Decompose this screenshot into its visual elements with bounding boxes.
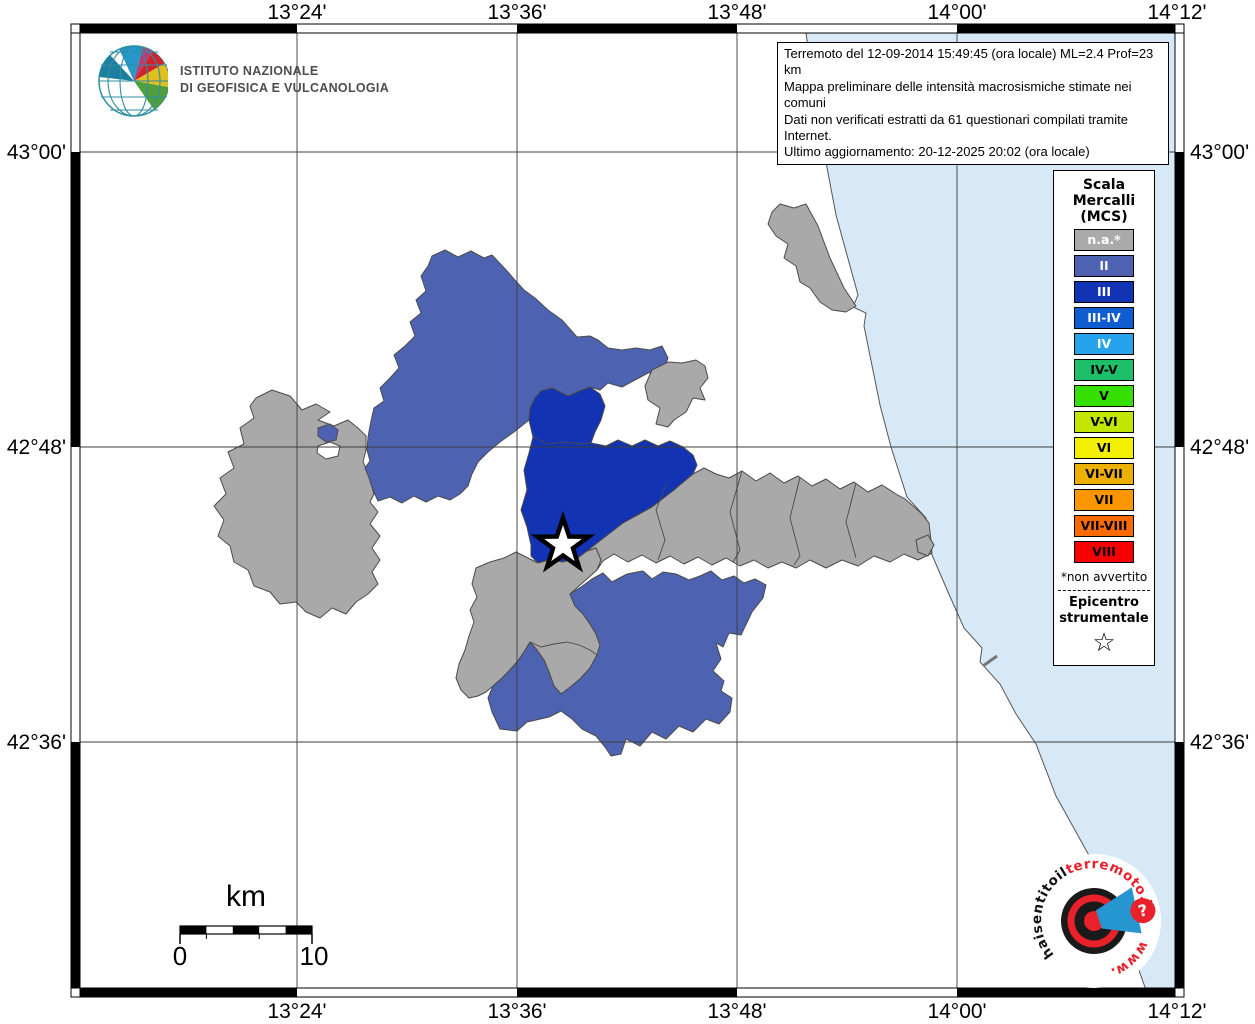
info-line-event: Terremoto del 12-09-2014 15:49:45 (ora l… (784, 46, 1154, 78)
legend-chip-iv: IV (1074, 333, 1134, 355)
scale-unit-label: km (226, 880, 266, 913)
info-line-map-type: Mappa preliminare delle intensità macros… (784, 78, 1132, 111)
lon-label-top-1: 13°24' (267, 1, 327, 24)
legend-chip-vii-viii-label: VII-VIII (1080, 518, 1128, 533)
scale-bar (179, 925, 313, 944)
lon-label-bottom-1: 13°24' (267, 1000, 327, 1023)
legend-chip-v-vi: V-VI (1074, 411, 1134, 433)
legend-chip-iii-label: III (1097, 284, 1111, 299)
lat-label-right-1: 43°00' (1190, 141, 1250, 164)
lon-label-bottom-5: 14°12' (1147, 1000, 1207, 1023)
legend-title-line1: Scala (1082, 177, 1126, 193)
lon-label-top-2: 13°36' (487, 1, 547, 24)
lat-label-right-3: 42°36' (1190, 731, 1250, 754)
ingv-name-line1: ISTITUTO NAZIONALE (180, 64, 319, 78)
legend-epicenter-star-icon: ☆ (1092, 628, 1116, 658)
municipality-ii-north (364, 249, 669, 504)
legend-epicenter-label: Epicentro strumentale (1054, 595, 1154, 627)
legend-chip-vii: VII (1074, 489, 1134, 511)
legend-chip-iv-v-label: IV-V (1090, 362, 1118, 377)
lat-label-left-2: 42°48' (6, 436, 66, 459)
coastal-pier (982, 654, 998, 668)
lat-label-right-2: 42°48' (1190, 436, 1250, 459)
logo-question-mark: ? (1136, 900, 1149, 921)
ingv-globe-icon (98, 45, 168, 117)
municipality-border-east-3 (789, 476, 801, 566)
legend-chip-vi-vii: VI-VII (1074, 463, 1134, 485)
lat-label-left-3: 42°36' (6, 731, 66, 754)
municipality-ii-fragment (317, 423, 339, 443)
municipality-border-east-1 (655, 481, 668, 561)
municipality-border-east-2 (729, 470, 743, 563)
legend-panel: Scala Mercalli (MCS) n.a.* II III III-IV… (1053, 170, 1155, 666)
legend-chip-iii-iv-label: III-IV (1087, 310, 1121, 325)
legend-divider (1058, 590, 1150, 591)
ingv-name: ISTITUTO NAZIONALE DI GEOFISICA E VULCAN… (180, 63, 389, 97)
municipality-white-enclave (316, 441, 341, 460)
graticule (80, 33, 1175, 988)
epicenter-star (530, 510, 596, 573)
legend-chip-viii: VIII (1074, 541, 1134, 563)
legend-chip-iii-iv: III-IV (1074, 307, 1134, 329)
info-line-questionnaires: Dati non verificati estratti da 61 quest… (784, 111, 1128, 144)
legend-chip-v-vi-label: V-VI (1090, 414, 1118, 429)
map-frame (70, 23, 1185, 998)
legend-title: Scala Mercalli (MCS) (1054, 177, 1154, 225)
legend-title-line2: Mercalli (1072, 193, 1136, 209)
legend-title-line3: (MCS) (1080, 209, 1128, 225)
lon-label-top-3: 13°48' (707, 1, 767, 24)
municipality-ii-south (487, 570, 767, 757)
legend-epicenter-line2: strumentale (1059, 611, 1149, 626)
lon-label-top-5: 14°12' (1147, 1, 1207, 24)
municipality-na-coastal-north (767, 203, 857, 313)
ingv-name-line2: DI GEOFISICA E VULCANOLOGIA (180, 81, 390, 95)
legend-chip-iv-label: IV (1096, 336, 1112, 351)
municipality-border-east-4 (845, 482, 857, 559)
legend-chip-ii-label: II (1099, 258, 1109, 273)
legend-chip-viii-label: VIII (1092, 544, 1116, 559)
legend-chip-na: n.a.* (1074, 229, 1134, 251)
municipality-na-east (586, 467, 933, 571)
scale-start-label: 0 (172, 941, 188, 971)
logo-question-circle (1130, 898, 1156, 924)
earthquake-info-box: Terremoto del 12-09-2014 15:49:45 (ora l… (777, 42, 1169, 165)
municipality-na-northeast (644, 359, 709, 428)
legend-chip-v: V (1074, 385, 1134, 407)
logo-megaphone-icon (1095, 887, 1142, 934)
municipality-border-center-internal (529, 641, 598, 656)
haisentito-logo: haisentitoilterremoto.it www. ? (1018, 844, 1161, 988)
lon-label-top-4: 14°00' (927, 1, 987, 24)
legend-chip-na-label: n.a.* (1087, 232, 1121, 247)
scale-end-label: 10 (299, 941, 329, 971)
legend-chip-vi-vii-label: VI-VII (1085, 466, 1123, 481)
legend-chip-vii-label: VII (1094, 492, 1114, 507)
info-line-updated: Ultimo aggiornamento: 20-12-2025 20:02 (… (784, 144, 1090, 160)
legend-chip-v-label: V (1099, 388, 1109, 403)
legend-chip-ii: II (1074, 255, 1134, 277)
legend-footnote: *non avvertito (1060, 570, 1148, 584)
ingv-logo-block: ISTITUTO NAZIONALE DI GEOFISICA E VULCAN… (96, 42, 389, 118)
legend-epicenter-line1: Epicentro (1069, 595, 1139, 610)
municipality-border-iii-internal (532, 436, 592, 445)
coastal-nub (915, 534, 935, 557)
legend-chip-vii-viii: VII-VIII (1074, 515, 1134, 537)
legend-chip-iii: III (1074, 281, 1134, 303)
lat-label-left-1: 43°00' (6, 141, 66, 164)
lon-label-bottom-2: 13°36' (487, 1000, 547, 1023)
lon-label-bottom-3: 13°48' (707, 1000, 767, 1023)
legend-chip-iv-v: IV-V (1074, 359, 1134, 381)
legend-chip-vi: VI (1074, 437, 1134, 459)
lon-label-bottom-4: 14°00' (927, 1000, 987, 1023)
legend-chip-vi-label: VI (1096, 440, 1112, 455)
